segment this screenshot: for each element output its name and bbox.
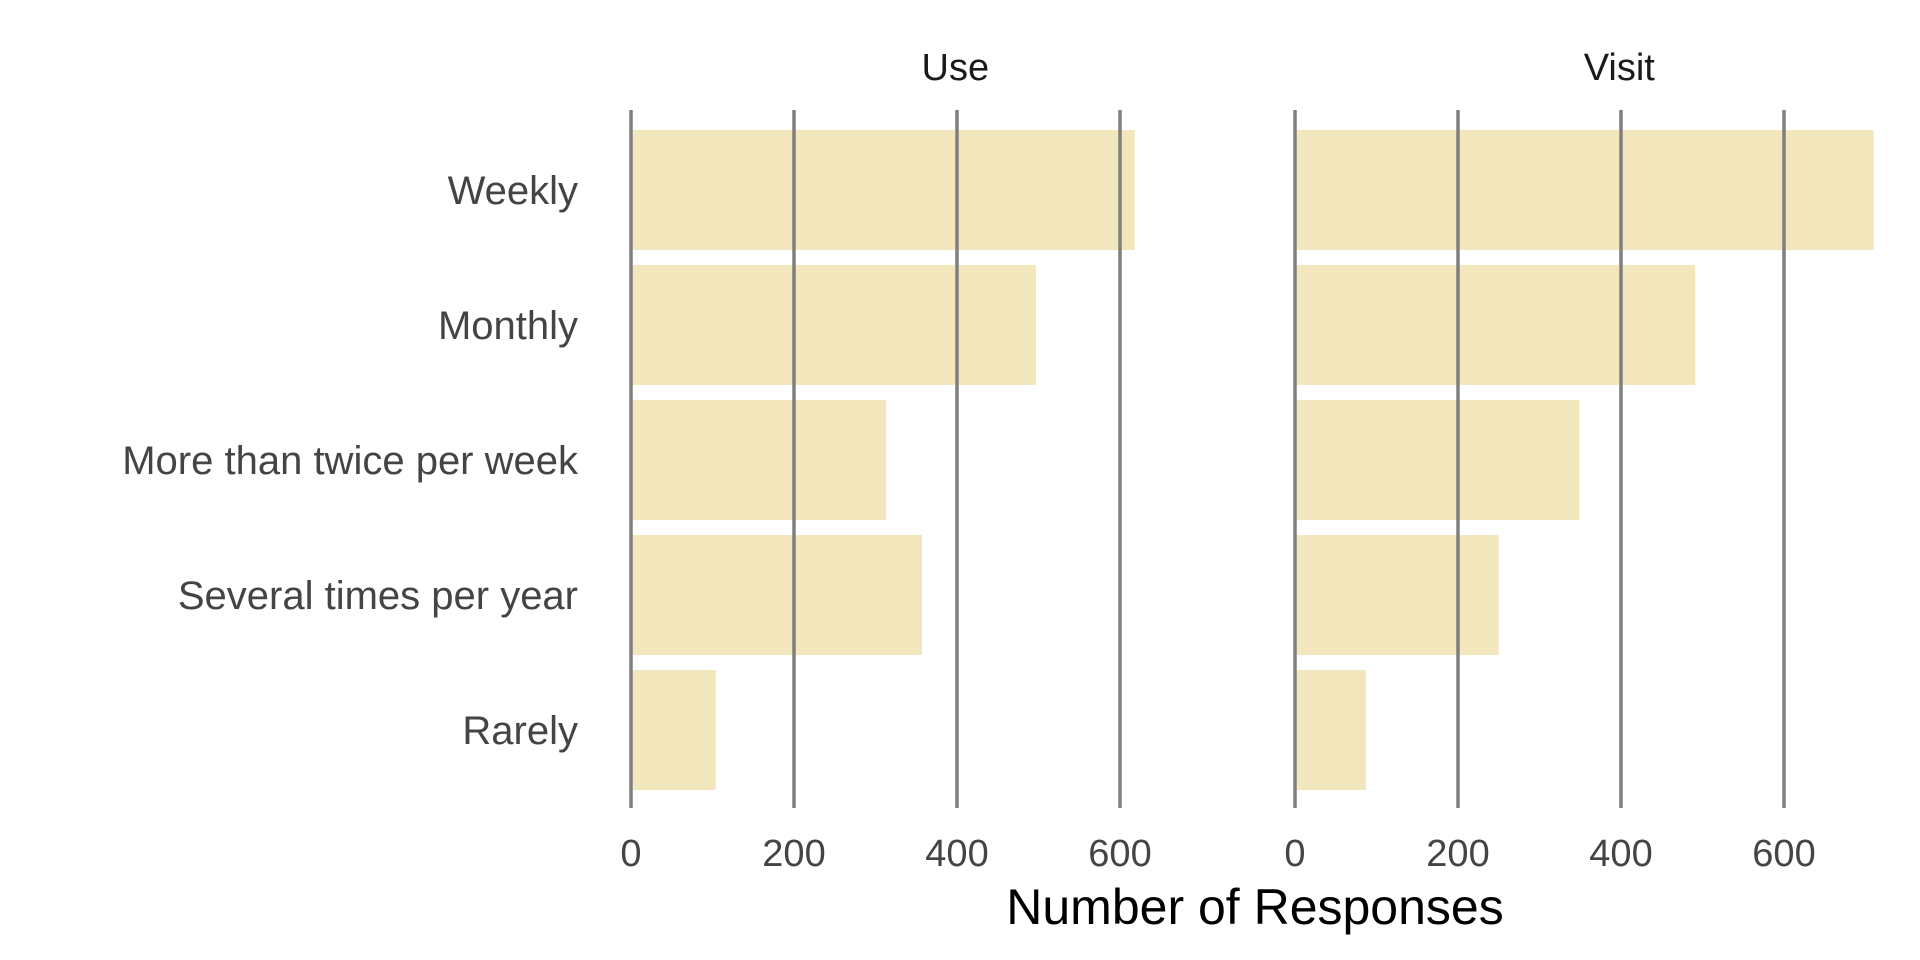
facet-panels: Use 0 200 400 600 Visit 0 200 400 600 xyxy=(620,47,1874,875)
x-axis-title: Number of Responses xyxy=(1006,879,1503,935)
facet-title: Use xyxy=(922,47,990,89)
bar-visit-2 xyxy=(1295,400,1580,520)
bar-visit-0 xyxy=(1295,130,1874,250)
bar-use-0 xyxy=(631,130,1135,250)
bar-visit-4 xyxy=(1295,670,1366,790)
x-tick-label: 600 xyxy=(1752,833,1815,875)
bar-visit-3 xyxy=(1295,535,1499,655)
bar-visit-1 xyxy=(1295,265,1696,385)
facet-panel-visit: Visit 0 200 400 600 xyxy=(1284,47,1874,875)
category-label: More than twice per week xyxy=(122,439,579,483)
x-tick-label: 600 xyxy=(1088,833,1151,875)
bar-use-1 xyxy=(631,265,1037,385)
bar-use-3 xyxy=(631,535,922,655)
category-label: Several times per year xyxy=(178,574,578,618)
x-tick-label: 400 xyxy=(1589,833,1652,875)
x-tick-label: 0 xyxy=(620,833,641,875)
category-label: Weekly xyxy=(448,169,578,213)
facet-title: Visit xyxy=(1584,47,1656,89)
bar-use-2 xyxy=(631,400,887,520)
x-tick-label: 0 xyxy=(1284,833,1305,875)
category-labels: Weekly Monthly More than twice per week Sev… xyxy=(122,169,579,753)
bar-use-4 xyxy=(631,670,716,790)
facet-panel-use: Use 0 200 400 600 xyxy=(620,47,1151,875)
x-tick-label: 200 xyxy=(762,833,825,875)
x-tick-label: 200 xyxy=(1426,833,1489,875)
category-label: Monthly xyxy=(438,304,578,348)
x-tick-label: 400 xyxy=(925,833,988,875)
category-label: Rarely xyxy=(462,709,578,753)
